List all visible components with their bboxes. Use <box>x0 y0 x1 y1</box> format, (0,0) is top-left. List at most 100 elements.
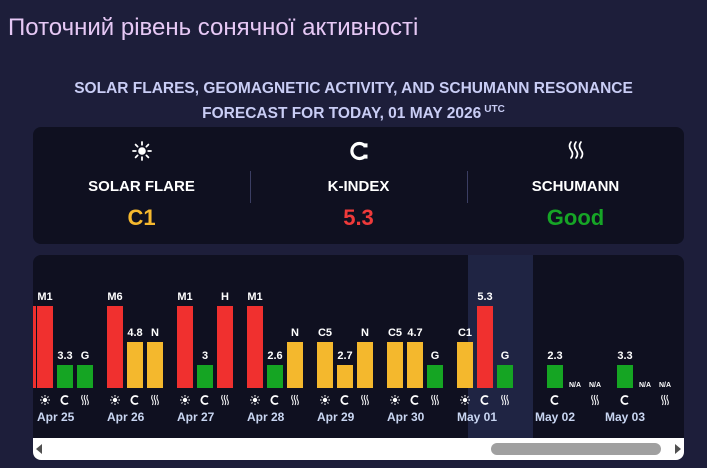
forecast-bar <box>107 306 123 388</box>
summary-schumann: SCHUMANN Good <box>467 127 684 244</box>
subtitle-line-2: FORECAST FOR TODAY, 01 MAY 2026 UTC <box>0 99 707 124</box>
bar-value-label: 2.7 <box>337 350 352 362</box>
bar-value-label: M1 <box>37 291 52 303</box>
subtitle-date: FORECAST FOR TODAY, 01 MAY 2026 <box>202 105 482 122</box>
day-magnet-icon <box>60 395 69 405</box>
bar-value-label: G <box>501 350 510 362</box>
day-wave-icon <box>81 394 89 406</box>
day-wave-icon <box>661 394 669 406</box>
bar-value-label: 4.8 <box>127 327 142 339</box>
day-wave-icon <box>291 394 299 406</box>
forecast-bar <box>457 342 473 388</box>
day-sun-icon <box>390 395 400 405</box>
bar-value-label: M1 <box>177 291 192 303</box>
forecast-bar <box>197 365 213 388</box>
bar-value-label: N <box>361 327 369 339</box>
day-magnet-icon <box>200 395 209 405</box>
day-sun-icon <box>40 395 50 405</box>
bar-value-label: M1 <box>247 291 262 303</box>
forecast-bar <box>497 365 513 388</box>
bar-value-label: C5 <box>388 327 402 339</box>
forecast-bar <box>267 365 283 388</box>
bar-value-label: G <box>81 350 90 362</box>
bar-value-label: 2.3 <box>547 350 562 362</box>
day-date-label: Apr 29 <box>317 410 355 424</box>
bar-value-label: 5.3 <box>477 291 492 303</box>
bar-value-label: H <box>221 291 229 303</box>
day-magnet-icon <box>270 395 279 405</box>
summary-solar-flare: SOLAR FLARE C1 <box>33 127 250 244</box>
forecast-bar <box>77 365 93 388</box>
bar-na-label: N/A <box>639 382 651 389</box>
page-title: Поточний рівень сонячної активності <box>8 14 419 41</box>
forecast-subtitle: SOLAR FLARES, GEOMAGNETIC ACTIVITY, AND … <box>0 78 707 124</box>
bar-value-label: C5 <box>318 327 332 339</box>
forecast-bar <box>57 365 73 388</box>
day-date-label: May 03 <box>605 410 645 424</box>
day-magnet-icon <box>340 395 349 405</box>
day-date-label: Apr 26 <box>107 410 145 424</box>
forecast-bar <box>547 365 563 388</box>
horizontal-scrollbar[interactable] <box>33 438 684 460</box>
day-wave-icon <box>361 394 369 406</box>
day-wave-icon <box>221 394 229 406</box>
forecast-bar <box>427 365 443 388</box>
magnet-icon <box>250 140 467 162</box>
day-wave-icon <box>501 394 509 406</box>
solar-flare-label: SOLAR FLARE <box>88 178 195 195</box>
forecast-bar <box>357 342 373 388</box>
day-date-label: May 01 <box>457 410 497 424</box>
day-magnet-icon <box>130 395 139 405</box>
bar-value-label: 3 <box>202 350 208 362</box>
forecast-bar <box>177 306 193 388</box>
bar-value-label: N <box>151 327 159 339</box>
day-sun-icon <box>460 395 470 405</box>
schumann-label: SCHUMANN <box>531 178 620 195</box>
day-magnet-icon <box>620 395 629 405</box>
bar-value-label: 2.6 <box>267 350 282 362</box>
forecast-bar <box>617 365 633 388</box>
scrollbar-thumb[interactable] <box>491 443 661 455</box>
summary-panel: SOLAR FLARE C1 K-INDEX 5.3 SCHUMANN Good <box>33 127 684 244</box>
bar-na-label: N/A <box>569 382 581 389</box>
k-index-label: K-INDEX <box>327 178 390 195</box>
bar-value-label: C1 <box>458 327 472 339</box>
day-magnet-icon <box>410 395 419 405</box>
forecast-bar <box>407 342 423 388</box>
bar-value-label: M6 <box>107 291 122 303</box>
bar-value-label: N <box>291 327 299 339</box>
forecast-bar <box>317 342 333 388</box>
forecast-bar <box>287 342 303 388</box>
forecast-bar <box>247 306 263 388</box>
bar-na-label: N/A <box>659 382 671 389</box>
day-magnet-icon <box>480 395 489 405</box>
day-wave-icon <box>431 394 439 406</box>
schumann-value: Good <box>546 205 605 230</box>
bar-value-label: 3.3 <box>57 350 72 362</box>
forecast-bar <box>217 306 233 388</box>
forecast-bar <box>337 365 353 388</box>
forecast-bar <box>147 342 163 388</box>
forecast-bar <box>33 306 36 388</box>
day-sun-icon <box>250 395 260 405</box>
day-date-label: Apr 25 <box>37 410 75 424</box>
day-date-label: Apr 30 <box>387 410 425 424</box>
summary-k-index: K-INDEX 5.3 <box>250 127 467 244</box>
forecast-bar <box>477 306 493 388</box>
day-sun-icon <box>180 395 190 405</box>
timezone-label: UTC <box>484 104 505 115</box>
day-date-label: May 02 <box>535 410 575 424</box>
scroll-left-arrow-icon[interactable] <box>36 444 42 454</box>
day-date-label: Apr 28 <box>247 410 285 424</box>
day-wave-icon <box>151 394 159 406</box>
bar-value-label: G <box>431 350 440 362</box>
sun-icon <box>33 140 250 162</box>
k-index-value: 5.3 <box>343 205 374 230</box>
scroll-right-arrow-icon[interactable] <box>675 444 681 454</box>
bar-value-label: 4.7 <box>407 327 422 339</box>
day-sun-icon <box>320 395 330 405</box>
forecast-bar <box>387 342 403 388</box>
bar-value-label: 3.3 <box>617 350 632 362</box>
